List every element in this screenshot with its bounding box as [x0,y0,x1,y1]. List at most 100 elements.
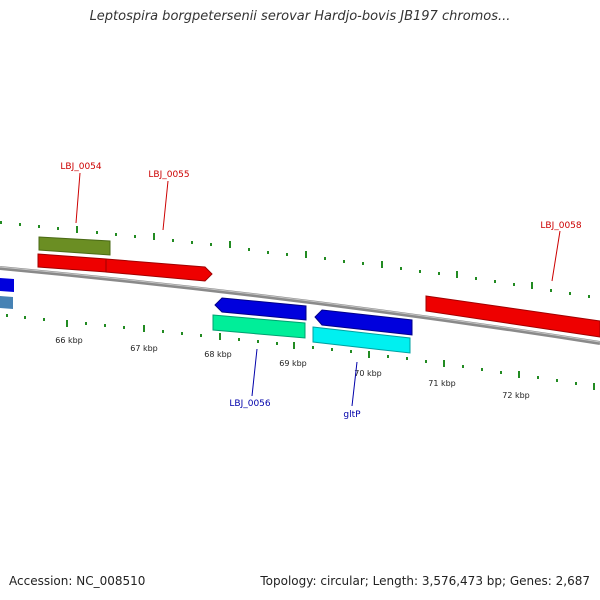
lower-tick [104,324,106,327]
position-label: 69 kbp [279,359,307,368]
upper-tick [0,221,2,224]
lower-tick [85,322,87,325]
lower-tick [406,357,408,360]
position-label: 70 kbp [354,369,382,378]
gene-LBJ_0058-arrow[interactable] [425,295,600,338]
upper-tick-major [229,241,231,248]
upper-tick-major [531,282,533,289]
position-label: 67 kbp [130,344,158,353]
upper-tick [57,227,59,230]
lower-tick [425,360,427,363]
upper-tick-major [456,271,458,278]
upper-tick [400,267,402,270]
feature-olive[interactable] [38,236,111,256]
lower-tick-track [6,314,595,390]
upper-tick [38,225,40,228]
gene-label-LBJ_0056[interactable]: LBJ_0056 [229,399,271,409]
upper-tick [362,262,364,265]
lower-tick [162,330,164,333]
lower-tick [6,314,8,317]
upper-tick [419,270,421,273]
lower-tick [24,316,26,319]
gene-label-LBJ_0054[interactable]: LBJ_0054 [60,162,102,172]
lower-tick [181,332,183,335]
lower-tick [387,355,389,358]
label-leaders [75,172,561,407]
lower-tick [575,382,577,385]
upper-tick [513,283,515,286]
gene-LBJ_0056-feature[interactable] [212,314,306,339]
upper-tick [191,241,193,244]
upper-tick [569,292,571,295]
upper-tick [475,277,477,280]
accession-info: Accession: NC_008510 [9,574,146,588]
upper-tick [115,233,117,236]
feature-steelblue-partial[interactable] [0,296,13,309]
lower-tick [537,376,539,379]
upper-tick [248,248,250,251]
topology-info: Topology: circular; Length: 3,576,473 bp… [260,574,590,588]
upper-tick [494,280,496,283]
position-label: 71 kbp [428,379,456,388]
upper-tick [19,223,21,226]
lower-tick [200,334,202,337]
upper-tick-track [0,221,590,298]
upper-tick [588,295,590,298]
lower-tick [257,340,259,343]
gene-gltP-feature[interactable] [312,326,411,354]
genome-backbone-highlight [0,266,600,343]
lower-tick [238,338,240,341]
lower-tick [556,379,558,382]
feature-blue-partial[interactable] [0,278,14,292]
lower-tick-major [293,342,295,349]
leader-LBJ_0054 [75,172,81,224]
upper-tick [343,260,345,263]
lower-tick [481,368,483,371]
leader-LBJ_0056 [251,348,258,397]
gene-LBJ_0054-arrow[interactable] [37,253,107,273]
upper-tick [550,289,552,292]
lower-tick [276,342,278,345]
lower-tick-major [518,371,520,378]
lower-tick-major [593,383,595,390]
gene-LBJ_0055-arrow[interactable] [105,258,213,282]
genome-backbone [0,266,600,345]
lower-tick [462,365,464,368]
upper-tick [96,231,98,234]
leader-LBJ_0058 [551,230,561,282]
lower-tick [331,348,333,351]
lower-tick-major [143,325,145,332]
upper-tick [438,272,440,275]
upper-tick [210,243,212,246]
position-labels: 66 kbp 67 kbp 68 kbp 69 kbp 70 kbp 71 kb… [55,336,530,400]
position-label: 68 kbp [204,350,232,359]
position-label: 72 kbp [502,391,530,400]
upper-tick-major [305,251,307,258]
leader-LBJ_0055 [162,180,169,231]
leader-gltP [351,361,358,407]
upper-tick [286,253,288,256]
upper-tick [134,235,136,238]
gene-label-LBJ_0055[interactable]: LBJ_0055 [148,170,189,180]
upper-tick [267,251,269,254]
lower-tick [350,350,352,353]
gene-label-LBJ_0058[interactable]: LBJ_0058 [540,221,582,231]
lower-tick-major [66,320,68,327]
gene-LBJ_0056-arrow[interactable] [214,297,307,321]
upper-tick-major [381,261,383,268]
lower-tick [123,326,125,329]
upper-tick-major [153,233,155,240]
gene-label-gltP[interactable]: gltP [343,410,361,420]
gene-labels: LBJ_0054 LBJ_0055 LBJ_0058 LBJ_0056 gltP [60,162,582,420]
gene-gltP-arrow[interactable] [314,309,413,336]
lower-tick-major [443,360,445,367]
map-title: Leptospira borgpetersenii serovar Hardjo… [89,9,511,24]
upper-tick-major [76,226,78,233]
upper-tick [324,257,326,260]
lower-tick-major [368,351,370,358]
position-label: 66 kbp [55,336,83,345]
upper-tick [172,239,174,242]
lower-tick-major [219,333,221,340]
